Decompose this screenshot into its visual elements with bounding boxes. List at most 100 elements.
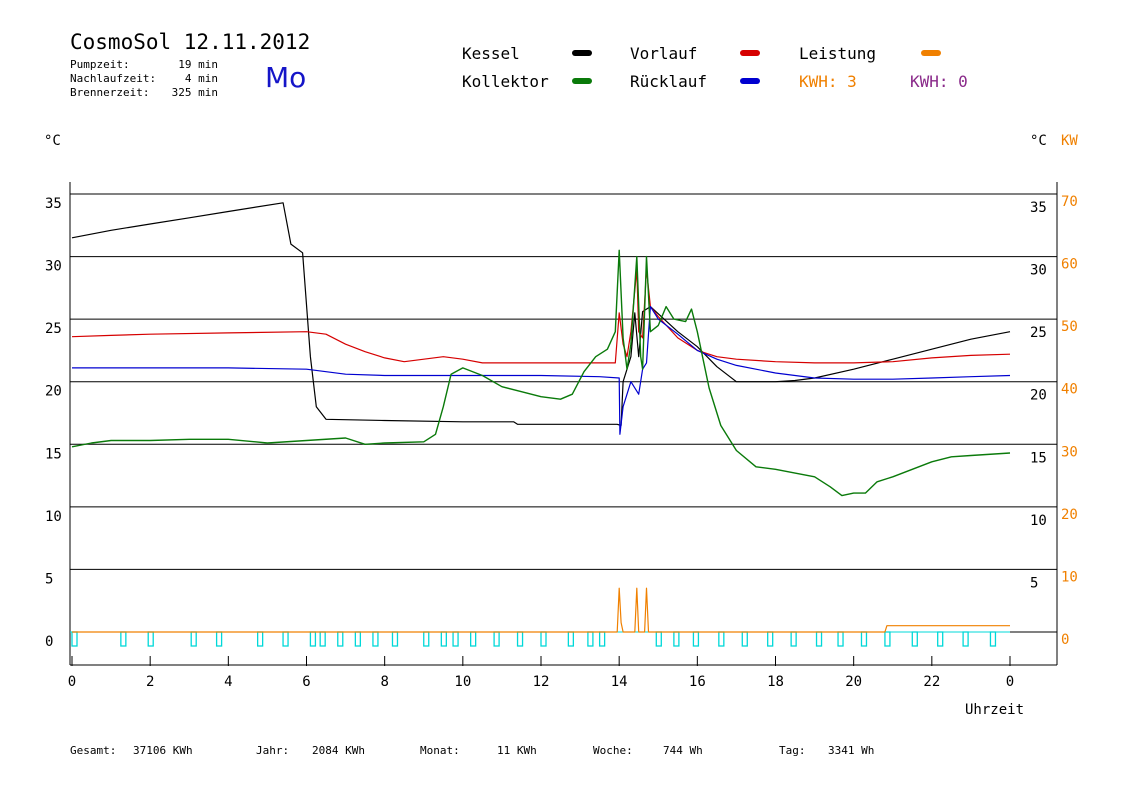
pump-pulse [71, 631, 78, 647]
x-tick-label: 20 [845, 674, 862, 690]
y-tick-label-right-kw: 70 [1061, 194, 1078, 210]
pump-pulse [282, 631, 289, 647]
legend-leistung-label: Leistung [799, 44, 877, 63]
pump-pulse [319, 631, 326, 647]
right-axis-unit-c: °C [1030, 133, 1047, 149]
pump-pulse [309, 631, 317, 647]
y-tick-label-right-kw: 20 [1061, 507, 1078, 523]
y-tick-label-right-c: 30 [1030, 263, 1047, 279]
series-line-kessel [71, 202, 1011, 427]
x-tick-label: 6 [302, 674, 310, 690]
y-tick-label-right-kw: 60 [1061, 257, 1078, 273]
x-tick-label: 10 [454, 674, 471, 690]
legend-kollektor-label: Kollektor [462, 72, 549, 91]
footer-jahr-label: Jahr: [256, 744, 290, 757]
pump-pulse [256, 631, 264, 647]
weekday-label: Mo [265, 61, 307, 94]
y-tick-label-right-kw: 40 [1061, 382, 1078, 398]
stat-nachlaufzeit-label: Nachlaufzeit: [70, 72, 157, 85]
pump-pulse [391, 631, 399, 647]
legend-kessel-label: Kessel [462, 44, 520, 63]
legend-ruecklauf-label: Rücklauf [630, 72, 708, 91]
pump-pulse [587, 631, 594, 647]
y-tick-label-right-kw: 30 [1061, 444, 1078, 460]
stat-brennerzeit-value: 325 min [171, 86, 218, 99]
footer-woche-value: 744 Wh [663, 744, 703, 757]
y-tick-label-right-c: 35 [1030, 200, 1047, 216]
footer-gesamt-value: 37106 KWh [133, 744, 193, 757]
pump-pulse [860, 631, 868, 647]
x-tick-label: 12 [533, 674, 550, 690]
pump-pulse [767, 631, 774, 647]
footer-monat-value: 11 KWh [497, 744, 537, 757]
y-tick-label-left: 5 [45, 571, 53, 587]
y-tick-label-right-c: 15 [1030, 450, 1047, 466]
pump-pulse [423, 631, 430, 647]
footer-tag-value: 3341 Wh [828, 744, 875, 757]
footer-monat-label: Monat: [420, 744, 460, 757]
pump-pulse [337, 631, 344, 647]
y-tick-label-left: 25 [45, 321, 62, 337]
pump-pulse [692, 631, 700, 647]
y-tick-label-right-c: 25 [1030, 325, 1047, 341]
legend-kessel-swatch [572, 50, 592, 56]
pump-pulse [741, 631, 748, 647]
kwh-secondary: KWH: 0 [910, 72, 968, 91]
legend-vorlauf-swatch [740, 50, 760, 56]
pump-pulse [567, 631, 575, 647]
x-axis-label: Uhrzeit [965, 702, 1025, 718]
stat-nachlaufzeit-value: 4 min [184, 72, 218, 85]
legend-vorlauf-label: Vorlauf [630, 44, 698, 63]
footer-tag-label: Tag: [779, 744, 806, 757]
pump-pulse [452, 631, 459, 647]
pump-pulse [440, 631, 447, 647]
pump-pulse [962, 631, 969, 647]
series-line-rücklauf [72, 306, 1011, 435]
footer-jahr-value: 2084 KWh [312, 744, 365, 757]
x-tick-label: 14 [611, 674, 628, 690]
pump-pulse [598, 631, 606, 647]
series-line-vorlauf [71, 268, 1011, 364]
x-tick-label: 0 [68, 674, 76, 690]
pump-pulse [147, 631, 154, 647]
y-tick-label-left: 35 [45, 196, 62, 212]
left-axis-unit: °C [44, 133, 61, 149]
y-tick-label-right-kw: 50 [1061, 319, 1078, 335]
x-tick-label: 4 [224, 674, 232, 690]
x-tick-label: 22 [923, 674, 940, 690]
pump-pulse [790, 631, 797, 647]
pump-pulse [655, 631, 662, 647]
y-tick-label-left: 0 [45, 634, 53, 650]
y-tick-label-right-kw: 0 [1061, 632, 1069, 648]
footer-gesamt-label: Gesamt: [70, 744, 117, 757]
y-tick-label-left: 30 [45, 259, 62, 275]
pump-pulse [673, 631, 680, 647]
right-axis-unit-kw: KW [1061, 133, 1078, 149]
pump-pulse [989, 631, 997, 647]
series-line-leistung [72, 587, 1010, 633]
stat-brennerzeit-label: Brennerzeit: [70, 86, 150, 99]
pump-pulse [837, 631, 844, 647]
pump-pulse [120, 631, 127, 647]
series-line-kollektor [71, 249, 1011, 497]
y-tick-label-left: 10 [45, 509, 62, 525]
y-tick-label-right-c: 10 [1030, 513, 1047, 529]
legend-ruecklauf-swatch [740, 78, 760, 84]
x-tick-label: 16 [689, 674, 706, 690]
pump-pulse [937, 631, 944, 647]
pump-pulse [190, 631, 197, 647]
pump-pulse [516, 631, 524, 647]
stat-pumpzeit-label: Pumpzeit: [70, 58, 130, 71]
stat-pumpzeit-value: 19 min [178, 58, 218, 71]
pump-pulse [540, 631, 547, 647]
pump-pulse [354, 631, 362, 647]
y-tick-label-left: 20 [45, 384, 62, 400]
legend-leistung-swatch [921, 50, 941, 56]
kwh-leistung: KWH: 3 [799, 72, 857, 91]
x-tick-label: 8 [380, 674, 388, 690]
pump-pulse [372, 631, 379, 647]
y-tick-label-right-c: 20 [1030, 388, 1047, 404]
pump-pulse [469, 631, 477, 647]
pump-pulse [815, 631, 823, 647]
x-tick-label: 0 [1006, 674, 1014, 690]
